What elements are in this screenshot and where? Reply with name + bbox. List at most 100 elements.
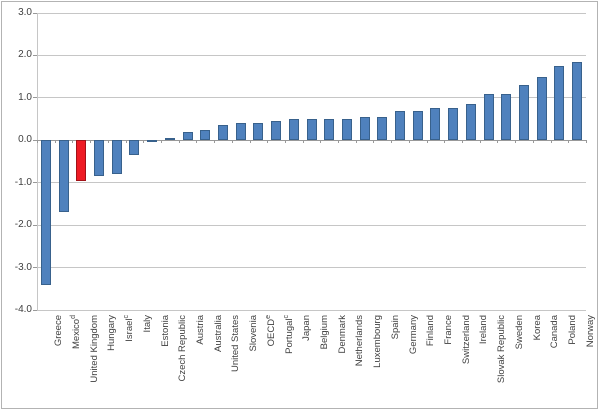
category-axis-tick: [355, 140, 357, 144]
y-axis-tick: [33, 54, 37, 56]
category-axis-tick: [426, 140, 428, 144]
category-axis-tick: [497, 140, 499, 144]
zero-line: [37, 139, 586, 141]
footnote-marker: d: [69, 315, 77, 319]
x-axis-label: Germany: [407, 315, 419, 355]
x-axis-label: Italy: [141, 315, 153, 333]
category-axis-tick: [373, 140, 375, 144]
x-axis-label: Sweden: [513, 315, 525, 350]
x-axis-label: Spain: [389, 315, 401, 340]
category-axis-tick: [444, 140, 446, 144]
gridline: [37, 12, 586, 14]
bar: [501, 93, 512, 141]
x-axis-label: Netherlands: [354, 315, 366, 367]
bar: [217, 125, 228, 141]
category-axis-tick: [107, 140, 109, 144]
category-axis-tick: [532, 140, 534, 144]
bar: [572, 61, 583, 141]
gridline: [37, 54, 586, 56]
category-axis-tick: [568, 140, 570, 144]
bar: [377, 116, 388, 141]
x-axis-label: Slovenia: [248, 315, 260, 352]
category-axis-tick: [284, 140, 286, 144]
x-axis-label: Switzerland: [460, 315, 472, 365]
gridline: [37, 97, 586, 99]
bar: [306, 119, 317, 141]
category-axis-tick: [462, 140, 464, 144]
bar: [465, 104, 476, 141]
y-axis-tick: [33, 182, 37, 184]
category-axis-tick: [391, 140, 393, 144]
category-axis-tick: [196, 140, 198, 144]
bar: [40, 140, 51, 285]
bar: [200, 129, 211, 141]
y-axis-line: [37, 13, 38, 310]
category-axis-tick: [320, 140, 322, 144]
category-axis-tick: [178, 140, 180, 144]
category-axis-tick: [37, 140, 38, 144]
gridline: [37, 267, 586, 269]
bar: [93, 140, 104, 177]
bar: [164, 138, 175, 141]
category-axis-tick: [54, 140, 56, 144]
x-axis-label: Ireland: [478, 315, 490, 345]
x-axis-label: Denmark: [336, 315, 348, 354]
category-axis-tick: [586, 140, 587, 144]
x-axis-label: Israelc: [123, 315, 136, 342]
category-axis-tick: [267, 140, 269, 144]
y-axis-tick-label: -1.0: [14, 176, 32, 188]
bar: [235, 123, 246, 141]
y-axis-tick-label: 0.0: [18, 134, 32, 146]
x-axis-label: Czech Republic: [177, 315, 189, 382]
x-axis-label: Korea: [531, 315, 543, 341]
x-axis-label: Norway: [584, 315, 596, 348]
category-axis-tick: [143, 140, 145, 144]
category-axis-tick: [231, 140, 233, 144]
bar: [536, 76, 547, 141]
category-axis-tick: [249, 140, 251, 144]
y-axis-tick: [33, 97, 37, 99]
category-axis-tick: [338, 140, 340, 144]
y-axis-tick-label: -2.0: [14, 219, 32, 231]
x-axis-label: United Kingdom: [88, 315, 100, 383]
x-axis-label: Mexicod: [69, 315, 83, 349]
y-axis-tick: [33, 309, 37, 311]
x-axis-label: United States: [230, 315, 242, 373]
x-axis-label: OECDe: [264, 315, 277, 347]
x-axis-label: Austria: [195, 315, 207, 345]
bar: [554, 66, 565, 141]
category-axis-tick: [125, 140, 127, 144]
bar: [483, 93, 494, 141]
x-axis-label: Belgium: [319, 315, 330, 350]
category-axis-tick: [302, 140, 304, 144]
category-axis-tick: [90, 140, 92, 144]
y-axis-tick: [33, 139, 37, 141]
bar: [359, 116, 370, 141]
category-axis-tick: [408, 140, 410, 144]
bar: [519, 85, 530, 141]
x-axis-label: Greece: [53, 315, 65, 347]
bar: [253, 123, 264, 141]
x-axis-label: Slovak Republic: [496, 315, 508, 384]
x-axis-label: Japan: [301, 315, 313, 341]
y-axis-tick-label: 1.0: [18, 91, 32, 103]
x-axis-label: Australia: [212, 315, 224, 352]
category-axis-tick: [160, 140, 162, 144]
category-axis-tick: [550, 140, 552, 144]
x-axis-label: Estonia: [159, 315, 171, 347]
y-axis-tick: [33, 224, 37, 226]
y-axis-tick-label: 3.0: [18, 7, 32, 18]
gridline: [37, 224, 586, 226]
y-axis-tick: [33, 267, 37, 269]
gridline: [37, 309, 586, 311]
bar: [448, 108, 459, 141]
x-axis-label: Canada: [549, 315, 561, 349]
x-axis-label: Finland: [425, 315, 437, 347]
footnote-marker: c: [123, 315, 131, 319]
bar: [395, 110, 406, 141]
y-axis-tick-label: -3.0: [14, 261, 32, 273]
y-axis-tick-label: 2.0: [18, 49, 32, 61]
x-axis-label: France: [442, 315, 454, 345]
bar: [111, 140, 122, 175]
